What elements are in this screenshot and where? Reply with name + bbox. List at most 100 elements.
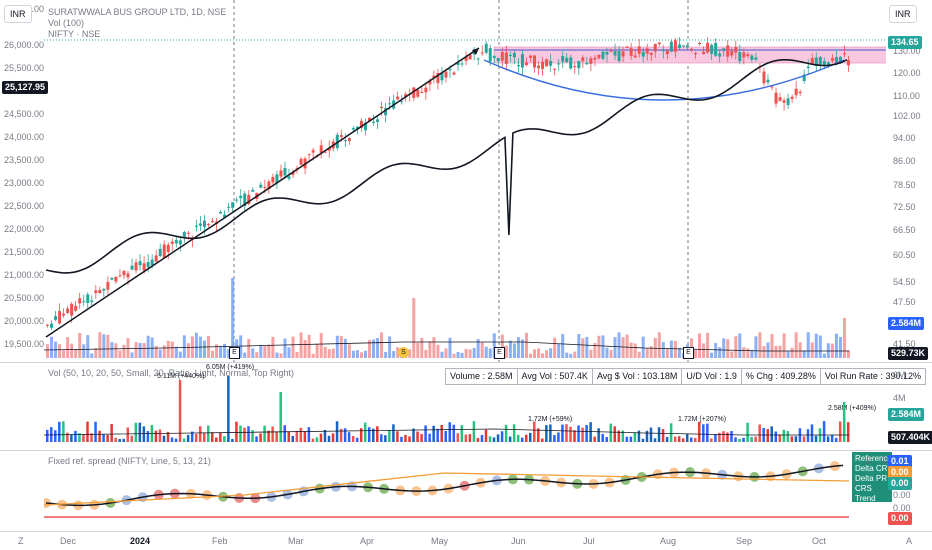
candle [170, 241, 174, 244]
volume-bar [351, 350, 355, 358]
volume-pane-bar [211, 432, 214, 442]
volume-bar [806, 332, 810, 358]
volume-pane-bar [573, 430, 576, 442]
spread-pane-chart[interactable] [44, 451, 886, 531]
candle [786, 98, 790, 105]
volume-pane-bar [609, 423, 612, 442]
volume-pane-legend[interactable]: Vol (50, 10, 20, 50, Small, 20, Ratio, L… [48, 368, 294, 378]
zoom-icon[interactable]: Z [18, 536, 24, 546]
volume-pane-bar [738, 438, 741, 442]
volume-bar [589, 349, 593, 358]
volume-pane-bar [440, 424, 443, 442]
candle [186, 232, 190, 234]
volume-pane-bar [549, 424, 552, 442]
volume-bar [138, 343, 142, 358]
volume-pane-bar [533, 421, 536, 442]
volume-bar [476, 339, 480, 358]
volume-bar [665, 348, 669, 358]
stat-avg-dollar-vol: Avg $ Vol : 103.18M [593, 369, 683, 384]
volume-pane-bar [569, 426, 572, 442]
volume-pane-bar [215, 437, 218, 442]
volume-bar [363, 350, 367, 358]
volume-bar [673, 340, 677, 358]
earnings-marker[interactable]: E [494, 347, 505, 359]
earnings-marker[interactable]: E [683, 347, 694, 359]
candle [541, 61, 545, 70]
volume-bar [267, 344, 271, 358]
volume-pane-bar [118, 438, 121, 442]
volume-bar [565, 352, 569, 358]
candle [702, 51, 706, 55]
volume-bar [669, 340, 673, 358]
axis-label: 94.00 [893, 133, 916, 143]
volume-bar [86, 335, 90, 358]
volume-bar [488, 348, 492, 358]
spread-pane-legend[interactable]: Fixed ref. spread (NIFTY, Line, 5, 13, 2… [48, 456, 211, 466]
volume-pane-bar [227, 376, 230, 442]
volume-ma-tag: 529.73K [888, 347, 929, 360]
volume-bar [448, 337, 452, 358]
candle [150, 259, 154, 266]
volume-pane-bar [279, 392, 282, 442]
volume-bar [698, 333, 702, 358]
volume-pane-bar [553, 435, 556, 442]
volume-pane-bar [802, 436, 806, 442]
volume-bar [645, 348, 649, 358]
volume-bar [573, 351, 577, 358]
pane-separator[interactable] [0, 362, 932, 363]
candle [500, 51, 504, 61]
candle [388, 103, 392, 105]
symbol-title[interactable]: SURATWWALA BUS GROUP LTD, 1D, NSE [48, 7, 227, 17]
earnings-marker[interactable]: E [229, 347, 240, 359]
volume-pane-bar [376, 426, 379, 442]
volume-pane-bar [520, 437, 524, 442]
candle [842, 53, 846, 55]
volume-bar [601, 335, 605, 358]
volume-pane-bar [243, 427, 246, 442]
candle [698, 43, 702, 45]
volume-bar [134, 342, 138, 358]
volume-pane-bar [190, 431, 194, 442]
auto-scale-icon[interactable]: A [906, 536, 913, 546]
volume-bar [166, 340, 170, 358]
volume-pane-chart[interactable] [44, 363, 886, 449]
candle [730, 50, 734, 56]
candle [480, 52, 484, 54]
volume-pane-bar [174, 438, 178, 442]
currency-button-left[interactable]: INR [4, 5, 32, 23]
volume-pane-bar [669, 423, 673, 442]
candle [641, 51, 645, 57]
volume-pane-bar [424, 425, 427, 442]
currency-button-right[interactable]: INR [889, 5, 917, 23]
pane-separator[interactable] [0, 531, 932, 532]
split-marker[interactable]: S [398, 347, 409, 358]
candle [235, 199, 239, 201]
candle [665, 50, 669, 55]
volume-bar [754, 336, 758, 358]
volume-pane-bar [323, 429, 327, 442]
volume-annotation: 1.72M (+59%) [528, 416, 573, 423]
volume-pane-bar [621, 430, 625, 442]
volume-bar [484, 346, 488, 358]
compare-legend[interactable]: NIFTY · NSE [48, 29, 101, 39]
volume-bar [545, 350, 549, 358]
candle [126, 273, 130, 278]
volume-bar [734, 336, 738, 358]
volume-bar [597, 335, 601, 358]
volume-pane-bar [718, 432, 721, 442]
candle [657, 42, 661, 45]
axis-label: 23,500.00 [3, 155, 44, 165]
volume-pane-bar [838, 421, 842, 442]
price-chart[interactable] [44, 0, 886, 362]
candle [468, 54, 472, 60]
candle [114, 276, 118, 282]
axis-label: 60.50 [893, 250, 916, 260]
volume-bar [315, 343, 319, 358]
pane-separator[interactable] [0, 450, 932, 451]
volume-pane-bar [742, 437, 745, 442]
volume-bar [569, 353, 573, 358]
vol-legend[interactable]: Vol (100) [48, 18, 85, 28]
volume-bar [818, 335, 822, 358]
candle [162, 244, 166, 258]
volume-pane-bar [601, 433, 604, 442]
